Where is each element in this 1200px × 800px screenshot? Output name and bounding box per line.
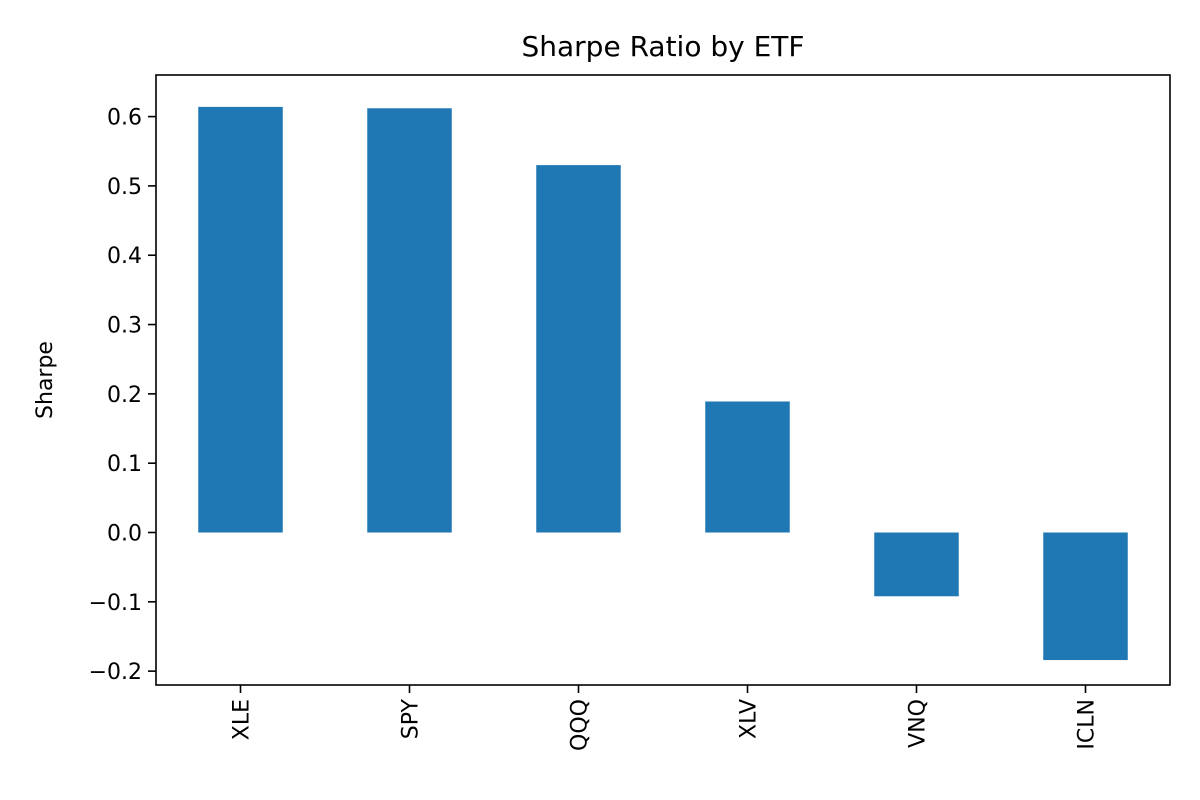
bar-icln [1043, 532, 1128, 661]
bars-group [198, 106, 1128, 661]
x-tick-label-icln: ICLN [1075, 699, 1100, 750]
y-tick-label: 0.6 [107, 106, 142, 131]
plot-frame [155, 74, 1171, 686]
y-tick-label: 0.2 [107, 383, 142, 408]
x-tick-label-spy: SPY [399, 698, 424, 739]
y-tick-label: 0.0 [107, 522, 142, 547]
y-tick-label: 0.5 [107, 175, 142, 200]
bar-spy [367, 108, 452, 533]
bar-qqq [536, 165, 621, 533]
y-axis-ticks: −0.2 −0.1 0.0 0.1 0.2 0.3 0.4 0.5 0.6 [89, 106, 156, 685]
y-tick-label: 0.3 [107, 314, 142, 339]
bar-xlv [705, 401, 790, 533]
x-tick-label-xlv: XLV [737, 699, 762, 739]
y-axis-label: Sharpe [33, 341, 58, 419]
bar-xle [198, 106, 283, 533]
x-tick-label-qqq: QQQ [568, 699, 593, 751]
y-tick-label: 0.1 [107, 452, 142, 477]
y-tick-label: −0.2 [89, 660, 142, 685]
x-tick-label-vnq: VNQ [906, 699, 931, 748]
bar-vnq [874, 532, 959, 597]
y-tick-label: −0.1 [89, 591, 142, 616]
chart-title: Sharpe Ratio by ETF [521, 30, 804, 63]
x-axis-ticks: XLE SPY QQQ XLV VNQ ICLN [230, 685, 1100, 751]
x-tick-label-xle: XLE [230, 699, 255, 740]
y-tick-label: 0.4 [107, 244, 142, 269]
